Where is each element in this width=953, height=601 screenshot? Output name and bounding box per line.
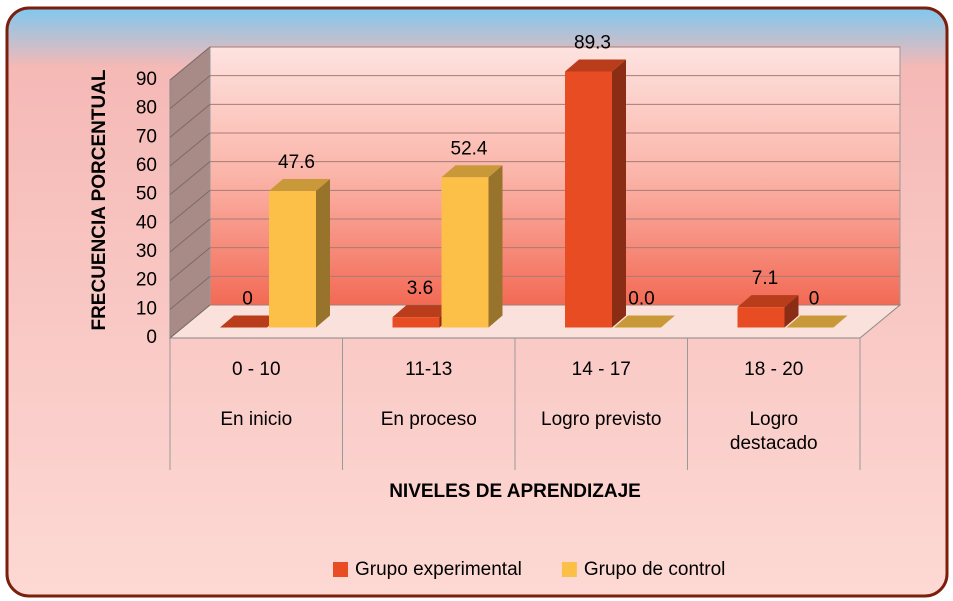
value-label: 52.4 bbox=[451, 138, 488, 159]
grid-line bbox=[169, 304, 211, 339]
x-tick-label: 18 - 20 bbox=[744, 359, 804, 380]
bar-top bbox=[737, 295, 799, 308]
x-group-label: Logro destacado bbox=[729, 409, 818, 454]
x-axis-label: NIVELES DE APRENDIZAJE bbox=[389, 481, 641, 502]
bar-top bbox=[565, 59, 626, 72]
grid-line bbox=[169, 275, 211, 310]
y-tick-label: 50 bbox=[136, 184, 157, 205]
bar-front bbox=[392, 317, 440, 328]
grid-line bbox=[169, 218, 211, 253]
bar-top bbox=[269, 179, 330, 192]
x-group-label: En proceso bbox=[380, 409, 477, 430]
grid-line bbox=[169, 103, 211, 138]
grid-line bbox=[169, 46, 211, 81]
y-tick-label: 10 bbox=[136, 298, 157, 319]
bar bbox=[441, 165, 503, 328]
legend-swatch bbox=[561, 562, 577, 577]
value-label: 0.0 bbox=[628, 289, 654, 310]
x-tick-label: 11-13 bbox=[405, 359, 453, 380]
bar bbox=[737, 295, 799, 328]
bar bbox=[269, 179, 330, 328]
y-tick-label: 80 bbox=[136, 98, 157, 119]
bar-front bbox=[441, 177, 489, 328]
legend-swatch bbox=[333, 562, 348, 577]
legend-label: Grupo de control bbox=[584, 559, 726, 580]
x-group-label: Logro previsto bbox=[541, 409, 662, 430]
bar bbox=[786, 315, 848, 328]
bar-side bbox=[784, 295, 799, 328]
y-tick-label: 70 bbox=[136, 126, 157, 147]
bar-front bbox=[565, 71, 612, 328]
legend-label: Grupo experimental bbox=[355, 559, 522, 580]
grid-line bbox=[169, 247, 211, 282]
x-tick-label: 0 - 10 bbox=[231, 359, 281, 380]
bar-top bbox=[441, 165, 503, 178]
x-group-label: En inicio bbox=[220, 409, 293, 430]
x-tick-label: 14 - 17 bbox=[571, 359, 631, 380]
y-tick-label: 40 bbox=[136, 212, 157, 233]
bar-top bbox=[392, 305, 454, 318]
bar-side bbox=[488, 165, 503, 328]
value-label: 0 bbox=[809, 289, 820, 310]
bar-top bbox=[786, 315, 848, 328]
value-label: 47.6 bbox=[278, 152, 315, 173]
grid-line bbox=[169, 75, 211, 110]
y-tick-label: 90 bbox=[136, 69, 157, 90]
y-tick-label: 20 bbox=[136, 270, 157, 291]
bar-side bbox=[316, 179, 330, 328]
value-label: 3.6 bbox=[407, 278, 433, 299]
value-label: 0 bbox=[242, 289, 253, 310]
grid-line bbox=[169, 161, 211, 196]
bar bbox=[220, 315, 281, 328]
grid-line bbox=[169, 189, 211, 224]
value-label: 89.3 bbox=[574, 33, 611, 54]
side-wall bbox=[169, 45, 211, 340]
y-tick-label: 0 bbox=[146, 327, 157, 348]
bar-front bbox=[269, 191, 316, 328]
y-tick-label: 30 bbox=[136, 241, 157, 262]
bar-side bbox=[612, 59, 626, 328]
y-axis-label: FRECUENCIA PORCENTUAL bbox=[89, 69, 110, 330]
bar-top bbox=[220, 315, 281, 328]
y-tick-label: 60 bbox=[136, 155, 157, 176]
bar bbox=[614, 315, 675, 328]
bar-top bbox=[614, 315, 675, 328]
grid-line bbox=[169, 132, 211, 167]
bar-front bbox=[737, 307, 785, 328]
bar bbox=[565, 59, 626, 328]
value-label: 7.1 bbox=[752, 268, 778, 289]
